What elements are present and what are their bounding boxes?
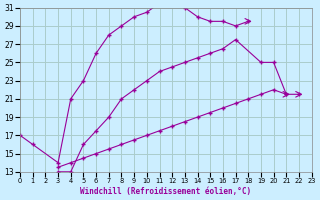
X-axis label: Windchill (Refroidissement éolien,°C): Windchill (Refroidissement éolien,°C) bbox=[80, 187, 252, 196]
